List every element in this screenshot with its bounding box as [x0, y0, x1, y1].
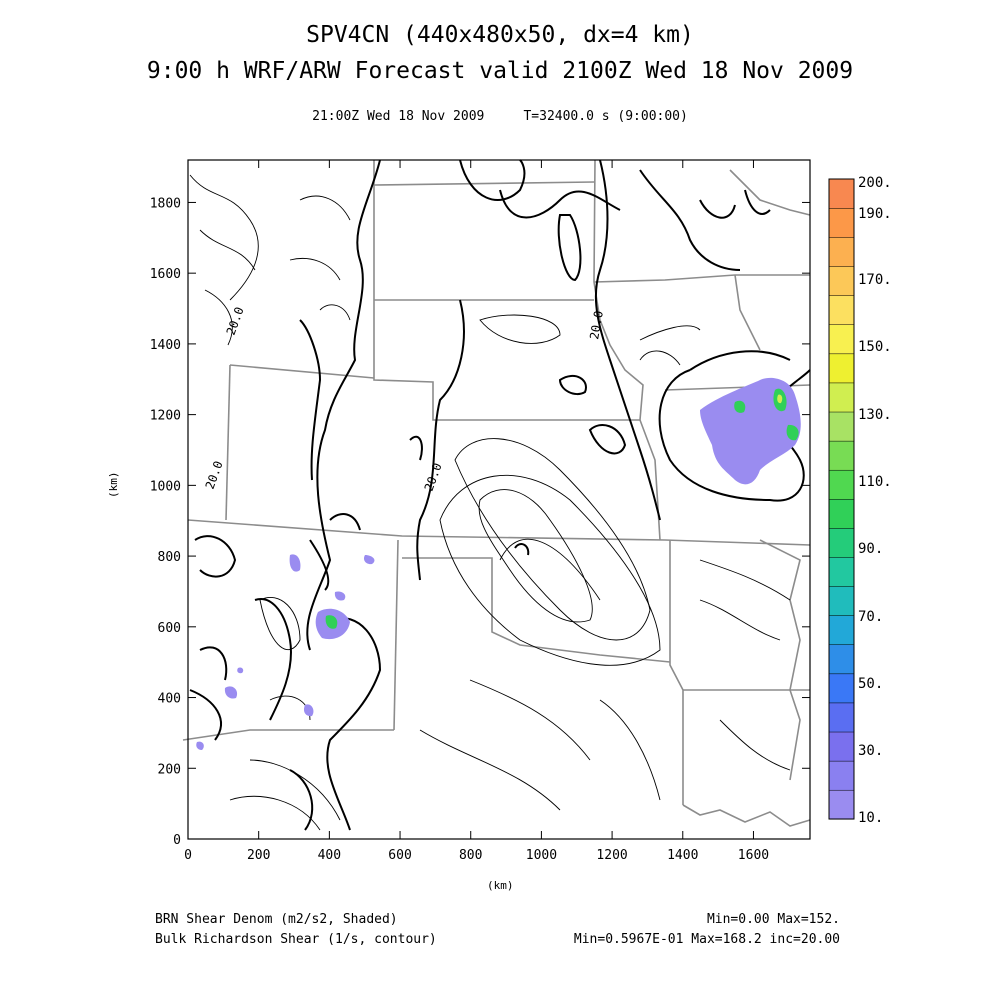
x-tick-label: 0	[184, 848, 192, 863]
contour-label: 20.0	[203, 459, 226, 491]
map-content: 20.0 20.0 20.0 20.0	[182, 159, 811, 831]
y-tick-label: 0	[173, 833, 181, 848]
colorbar-label: 50.	[858, 676, 884, 692]
footer-contour-range: Min=0.5967E-01 Max=168.2 inc=20.00	[573, 932, 840, 947]
valid-time-line: 21:00Z Wed 18 Nov 2009 T=32400.0 s (9:00…	[312, 109, 688, 124]
colorbar-swatch	[828, 266, 855, 296]
colorbar-swatch	[828, 440, 855, 471]
x-axis-label: (km)	[487, 879, 514, 892]
colorbar-label: 170.	[858, 272, 892, 288]
footer-shaded-field: BRN Shear Denom (m2/s2, Shaded)	[155, 912, 398, 927]
shaded-regions	[196, 377, 801, 750]
colorbar-label: 200.	[858, 175, 892, 191]
colorbar-swatch	[828, 295, 855, 326]
thin-contours	[189, 174, 791, 831]
colorbar-swatch	[828, 731, 855, 762]
colorbar-swatch	[828, 586, 855, 616]
state-boundaries	[182, 159, 811, 827]
colorbar-swatch	[828, 789, 855, 820]
colorbar-swatch	[828, 207, 855, 238]
plot-frame	[187, 159, 811, 840]
colorbar-label: 110.	[858, 474, 892, 490]
x-tick-label: 400	[318, 848, 341, 863]
y-tick-label: 1600	[150, 267, 181, 282]
y-axis-label: (km)	[107, 471, 120, 499]
axis-ticks	[187, 160, 810, 840]
colorbar-label: 70.	[858, 609, 884, 625]
colorbar-swatch	[828, 382, 855, 413]
y-tick-label: 1400	[150, 338, 181, 353]
colorbar-swatch	[828, 469, 855, 500]
colorbar-swatch	[828, 760, 855, 791]
contour-label: 20.0	[587, 310, 606, 341]
x-tick-label: 800	[459, 848, 482, 863]
colorbar-label: 90.	[858, 541, 884, 557]
x-tick-label: 1400	[667, 848, 698, 863]
colorbar-label: 30.	[858, 743, 884, 759]
colorbar-swatch	[828, 498, 855, 529]
contour-label: 20.0	[422, 461, 445, 493]
y-tick-label: 600	[158, 621, 181, 636]
colorbar	[828, 178, 855, 820]
colorbar-swatch	[828, 673, 855, 704]
y-tick-label: 400	[158, 692, 181, 707]
x-tick-label: 1600	[738, 848, 769, 863]
y-tick-label: 1200	[150, 409, 181, 424]
colorbar-swatch	[828, 556, 855, 587]
x-tick-label: 600	[388, 848, 411, 863]
y-tick-labels: 0 200 400 600 800 1000 1200 1400 1600 1800	[150, 196, 181, 848]
x-tick-label: 1200	[596, 848, 627, 863]
thick-contours	[189, 159, 811, 831]
colorbar-label: 150.	[858, 339, 892, 355]
colorbar-swatch	[828, 615, 855, 646]
x-tick-label: 200	[247, 848, 270, 863]
colorbar-label: 190.	[858, 206, 892, 222]
colorbar-label: 130.	[858, 407, 892, 423]
colorbar-swatch	[828, 644, 855, 675]
colorbar-swatch	[828, 353, 855, 384]
colorbar-frame	[828, 178, 855, 820]
y-tick-label: 200	[158, 762, 181, 777]
colorbar-swatch	[828, 702, 855, 733]
y-tick-label: 1000	[150, 479, 181, 494]
footer-contour-field: Bulk Richardson Shear (1/s, contour)	[155, 932, 437, 947]
colorbar-swatch	[828, 236, 855, 267]
colorbar-swatch	[828, 527, 855, 558]
forecast-title: 9:00 h WRF/ARW Forecast valid 2100Z Wed …	[146, 58, 854, 84]
x-tick-label: 1000	[526, 848, 557, 863]
contour-label-group: 20.0 20.0 20.0 20.0	[203, 305, 606, 493]
colorbar-label: 10.	[858, 810, 884, 826]
colorbar-swatch	[828, 178, 855, 209]
footer-shaded-range: Min=0.00 Max=152.	[706, 912, 840, 927]
colorbar-swatch	[828, 324, 855, 355]
y-tick-label: 1800	[150, 196, 181, 211]
colorbar-swatch	[828, 411, 855, 442]
x-tick-labels: 0 200 400 600 800 1000 1200 1400 1600	[184, 848, 769, 863]
map-title: SPV4CN (440x480x50, dx=4 km)	[306, 22, 694, 48]
y-tick-label: 800	[158, 550, 181, 565]
